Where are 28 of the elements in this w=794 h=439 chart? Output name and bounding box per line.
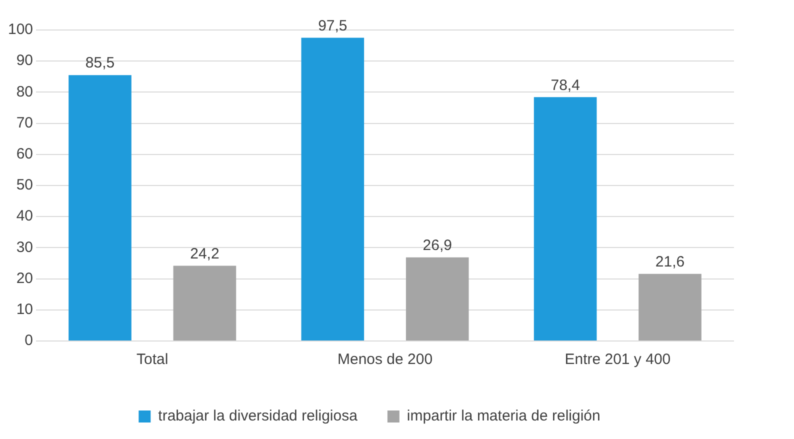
bar [638,274,702,340]
y-tick-label: 10 [16,301,34,318]
y-tick-label: 50 [16,176,34,194]
y-tick-label: 90 [16,52,34,70]
bar [301,38,364,340]
data-label: 97,5 [318,17,348,34]
data-label: 78,4 [550,76,580,94]
bar [406,257,469,340]
bar [534,97,597,340]
data-label: 21,6 [655,253,685,270]
x-tick-label: Menos de 200 [337,351,433,368]
y-tick-label: 70 [16,114,34,132]
legend-label: impartir la materia de religión [406,408,600,425]
y-tick-label: 60 [16,146,34,163]
y-tick-label: 0 [24,332,34,350]
data-label: 85,5 [85,54,115,72]
y-tick-label: 30 [16,238,34,256]
data-label: 26,9 [422,236,452,254]
y-tick-label: 20 [16,270,34,287]
y-tick-label: 100 [8,21,34,38]
bar [173,266,236,340]
data-label: 24,2 [190,245,220,262]
x-tick-label: Entre 201 y 400 [564,351,671,368]
y-tick-label: 80 [16,83,34,100]
legend-label: trabajar la diversidad religiosa [158,408,358,425]
x-tick-label: Total [136,351,168,368]
bar [68,75,132,340]
y-tick-label: 40 [16,208,34,225]
